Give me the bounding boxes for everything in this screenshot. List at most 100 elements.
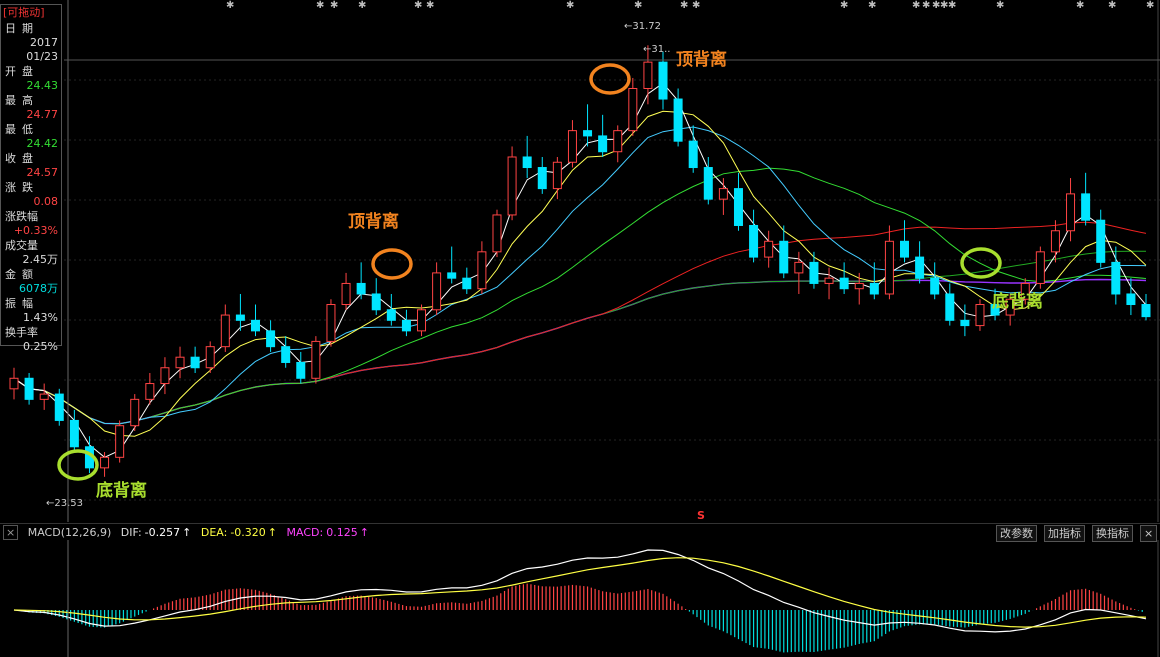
- event-marker-icon[interactable]: ✱: [634, 0, 643, 11]
- candle[interactable]: [311, 336, 321, 384]
- candle[interactable]: [854, 272, 864, 305]
- event-marker-icon[interactable]: ✱: [414, 0, 423, 11]
- candle[interactable]: [703, 156, 713, 205]
- candle[interactable]: [9, 367, 19, 400]
- candle[interactable]: [1096, 209, 1106, 268]
- candle[interactable]: [567, 120, 577, 168]
- candle[interactable]: [1050, 220, 1060, 263]
- event-marker-icon[interactable]: ✱: [566, 0, 575, 11]
- candle[interactable]: [945, 283, 955, 326]
- candle[interactable]: [869, 262, 879, 300]
- candle[interactable]: [733, 172, 743, 231]
- candle[interactable]: [115, 420, 125, 463]
- candle[interactable]: [779, 225, 789, 279]
- candle[interactable]: [613, 125, 623, 163]
- event-marker-icon[interactable]: ✱: [692, 0, 701, 11]
- add-indicator-button[interactable]: 加指标: [1044, 525, 1085, 542]
- candle[interactable]: [884, 225, 894, 300]
- info-panel[interactable]: [可拖动] 日期 2017 01/23 开盘 24.43 最高 24.77 最低 24.42 收盘…: [0, 4, 62, 353]
- event-marker-icon[interactable]: ✱: [948, 0, 957, 11]
- candle[interactable]: [1081, 172, 1091, 226]
- candle[interactable]: [54, 388, 64, 426]
- candle[interactable]: [477, 241, 487, 294]
- macd-indicator-name[interactable]: MACD(12,26,9): [27, 526, 112, 539]
- event-marker-icon[interactable]: ✱: [358, 0, 367, 11]
- candle[interactable]: [673, 88, 683, 147]
- panel-drag-handle[interactable]: [可拖动]: [3, 6, 45, 19]
- event-marker-icon[interactable]: ✱: [316, 0, 325, 11]
- candle[interactable]: [39, 383, 49, 410]
- candle[interactable]: [960, 304, 970, 337]
- candle[interactable]: [1141, 293, 1151, 321]
- candle[interactable]: [1126, 278, 1136, 316]
- event-marker-icon[interactable]: ✱: [922, 0, 931, 11]
- macd-collapse-button[interactable]: ×: [3, 525, 19, 540]
- candle[interactable]: [130, 394, 140, 431]
- candlestick-chart[interactable]: ←31.72 ←31.. ←23.53 S: [0, 0, 1160, 522]
- candle[interactable]: [175, 346, 185, 379]
- candle[interactable]: [824, 267, 834, 300]
- candle[interactable]: [235, 293, 245, 331]
- candle[interactable]: [809, 251, 819, 289]
- event-marker-icon[interactable]: ✱: [226, 0, 235, 11]
- candle[interactable]: [160, 357, 170, 395]
- candle[interactable]: [250, 304, 260, 337]
- event-marker-icon[interactable]: ✱: [996, 0, 1005, 11]
- candle[interactable]: [658, 51, 668, 110]
- candle[interactable]: [930, 262, 940, 300]
- candle[interactable]: [190, 346, 200, 374]
- candle[interactable]: [794, 251, 804, 294]
- candle[interactable]: [296, 351, 306, 384]
- event-marker-icon[interactable]: ✱: [680, 0, 689, 11]
- candle[interactable]: [220, 304, 230, 352]
- candle[interactable]: [341, 272, 351, 310]
- candle[interactable]: [69, 409, 79, 453]
- event-marker-icon[interactable]: ✱: [940, 0, 949, 11]
- candle[interactable]: [598, 114, 608, 157]
- close-indicator-button[interactable]: ×: [1140, 525, 1158, 542]
- candle[interactable]: [266, 320, 276, 352]
- candle[interactable]: [462, 267, 472, 294]
- candle[interactable]: [432, 262, 442, 316]
- candle[interactable]: [401, 309, 411, 337]
- candle[interactable]: [281, 336, 291, 368]
- candle[interactable]: [643, 45, 653, 105]
- candle[interactable]: [975, 299, 985, 331]
- candle[interactable]: [356, 262, 366, 300]
- candle[interactable]: [537, 156, 547, 194]
- signal-s-marker[interactable]: S: [697, 509, 705, 522]
- candle[interactable]: [1111, 246, 1121, 305]
- candle[interactable]: [688, 125, 698, 173]
- candle[interactable]: [749, 209, 759, 263]
- event-marker-icon[interactable]: ✱: [330, 0, 339, 11]
- candle[interactable]: [1035, 246, 1045, 289]
- candle[interactable]: [839, 262, 849, 294]
- candle[interactable]: [915, 241, 925, 284]
- candle[interactable]: [990, 288, 1000, 321]
- candle[interactable]: [718, 178, 728, 215]
- candle[interactable]: [205, 341, 215, 374]
- candle[interactable]: [447, 246, 457, 284]
- event-marker-icon[interactable]: ✱: [912, 0, 921, 11]
- candle[interactable]: [1066, 178, 1076, 242]
- candle[interactable]: [764, 230, 774, 268]
- candle[interactable]: [507, 146, 517, 221]
- event-marker-icon[interactable]: ✱: [840, 0, 849, 11]
- candle[interactable]: [628, 77, 638, 136]
- candle[interactable]: [386, 293, 396, 326]
- candle[interactable]: [145, 373, 155, 405]
- event-marker-icon[interactable]: ✱: [1076, 0, 1085, 11]
- candle[interactable]: [900, 220, 910, 263]
- candle[interactable]: [326, 299, 336, 347]
- macd-chart[interactable]: [0, 540, 1160, 657]
- event-marker-icon[interactable]: ✱: [932, 0, 941, 11]
- candle[interactable]: [552, 156, 562, 200]
- candle[interactable]: [1005, 293, 1015, 326]
- change-params-button[interactable]: 改参数: [996, 525, 1037, 542]
- candle[interactable]: [371, 278, 381, 316]
- event-marker-icon[interactable]: ✱: [868, 0, 877, 11]
- candle[interactable]: [24, 373, 34, 405]
- event-marker-icon[interactable]: ✱: [1146, 0, 1155, 11]
- candle[interactable]: [522, 135, 532, 179]
- candle[interactable]: [100, 452, 110, 477]
